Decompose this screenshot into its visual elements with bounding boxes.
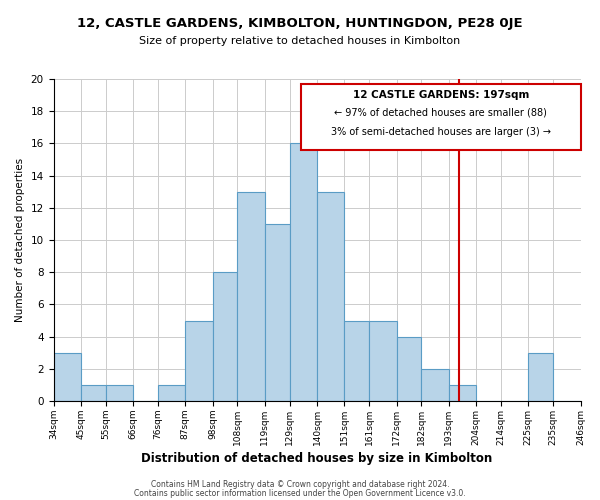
Bar	[344, 320, 369, 401]
Bar	[185, 320, 212, 401]
Bar	[397, 336, 421, 401]
Text: 12, CASTLE GARDENS, KIMBOLTON, HUNTINGDON, PE28 0JE: 12, CASTLE GARDENS, KIMBOLTON, HUNTINGDO…	[77, 18, 523, 30]
Text: Contains public sector information licensed under the Open Government Licence v3: Contains public sector information licen…	[134, 488, 466, 498]
Bar	[265, 224, 290, 401]
Bar	[528, 352, 553, 401]
Bar	[106, 385, 133, 401]
Bar	[369, 320, 397, 401]
Bar	[81, 385, 106, 401]
Bar	[53, 352, 81, 401]
Bar	[449, 385, 476, 401]
Text: Contains HM Land Registry data © Crown copyright and database right 2024.: Contains HM Land Registry data © Crown c…	[151, 480, 449, 489]
Text: 12 CASTLE GARDENS: 197sqm: 12 CASTLE GARDENS: 197sqm	[353, 90, 529, 101]
Text: Size of property relative to detached houses in Kimbolton: Size of property relative to detached ho…	[139, 36, 461, 46]
Bar	[421, 369, 449, 401]
FancyBboxPatch shape	[301, 84, 581, 150]
Bar	[212, 272, 238, 401]
Bar	[317, 192, 344, 401]
Y-axis label: Number of detached properties: Number of detached properties	[15, 158, 25, 322]
X-axis label: Distribution of detached houses by size in Kimbolton: Distribution of detached houses by size …	[142, 452, 493, 465]
Bar	[290, 144, 317, 401]
Bar	[158, 385, 185, 401]
Text: ← 97% of detached houses are smaller (88): ← 97% of detached houses are smaller (88…	[334, 108, 547, 118]
Bar	[238, 192, 265, 401]
Text: 3% of semi-detached houses are larger (3) →: 3% of semi-detached houses are larger (3…	[331, 128, 551, 138]
